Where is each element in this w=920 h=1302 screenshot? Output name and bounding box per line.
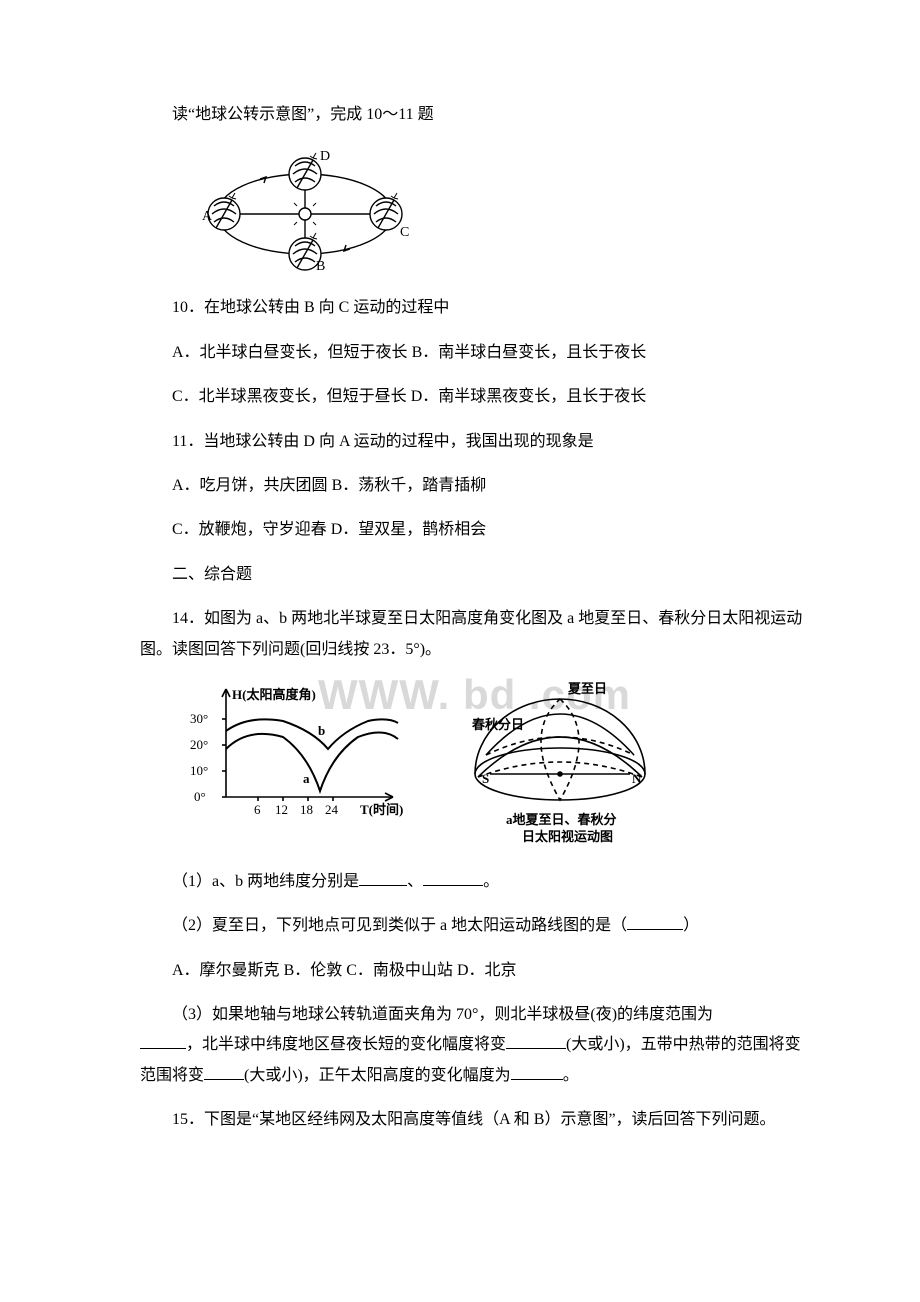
chart-ytick-2: 20° [190,737,208,752]
q14-sub3: （3）如果地轴与地球公转轨道面夹角为 70°，则北半球极昼(夜)的纬度范围为 ，… [140,1000,810,1091]
chart-ylabel: H(太阳高度角) [232,687,316,702]
chart-series-a: a [303,771,310,786]
chart-xtick-1: 12 [275,802,288,817]
blank[interactable] [359,869,407,886]
q14-sub1-end: 。 [483,873,499,890]
q10-stem: 10．在地球公转由 B 向 C 运动的过程中 [140,293,810,323]
sunpath-caption1: a地夏至日、春秋分 [506,812,617,827]
sunpath-label-xzr: 夏至日 [567,681,607,696]
chart-xtick-3: 24 [325,802,339,817]
chart-xlabel: T(时间) [360,802,403,817]
chart-ytick-1: 10° [190,763,208,778]
q15-stem: 15．下图是“某地区经纬网及太阳高度等值线（A 和 B）示意图”，读后回答下列问… [140,1105,810,1135]
q14-stem: 14．如图为 a、b 两地北半球夏至日太阳高度角变化图及 a 地夏至日、春秋分日… [140,604,810,665]
sunpath-caption2: 日太阳视运动图 [522,829,613,844]
sunpath-label-s: S [482,771,489,786]
sunpath-label-cqf: 春秋分日 [471,717,524,732]
chart-ytick-0: 0° [194,789,206,804]
q10-opt-b: B．南半球白昼变长，且长于夜长 [412,344,647,361]
q10-line-cd: C．北半球黑夜变长，但短于昼长 D．南半球黑夜变长，且长于夜长 [140,382,810,412]
blank[interactable] [204,1063,244,1080]
q14-sub2-end: ） [683,917,699,934]
blank[interactable] [423,869,483,886]
q11-opt-c: C．放鞭炮，守岁迎春 [172,521,327,538]
q14-sub3-b: ，北半球中纬度地区昼夜长短的变化幅度将变 [186,1036,506,1053]
q14-opt-b: B．伦敦 [284,962,343,979]
q14-sub3-c: (大或小)，五带中热带的范围将变 [566,1036,801,1053]
q10-opt-c: C．北半球黑夜变长，但短于昼长 [172,388,407,405]
orbit-label-c: C [400,225,409,240]
q14-opt-d: D．北京 [457,962,517,979]
q14-figures: WWW. bd .com [188,679,810,849]
blank[interactable] [506,1032,566,1049]
q14-sub2-pre: （2）夏至日，下列地点可见到类似于 a 地太阳运动路线图的是（ [172,917,627,934]
q14-sunpath: 夏至日 春秋分日 S N a地夏至日、春秋分 日太阳视运动图 [448,679,673,849]
q11-opt-d: D．望双星，鹊桥相会 [331,521,487,538]
chart-xtick-0: 6 [254,802,261,817]
q14-sub1-pre: （1）a、b 两地纬度分别是 [172,873,359,890]
q14-sub3-e: 。 [563,1067,579,1084]
q14-sub3-a: （3）如果地轴与地球公转轨道面夹角为 70°，则北半球极昼(夜)的纬度范围为 [172,1006,713,1023]
chart-ytick-3: 30° [190,711,208,726]
q11-opt-b: B．荡秋千，踏青插柳 [332,477,487,494]
orbit-label-b: B [316,259,325,274]
q14-sub3-c2: 范围将变 [140,1067,204,1084]
blank[interactable] [140,1032,186,1049]
q14-opt-c: C．南极中山站 [346,962,453,979]
orbit-label-d: D [320,149,330,164]
q14-sub1-mid: 、 [407,873,423,890]
orbit-label-a: A [202,209,213,224]
q11-line-cd: C．放鞭炮，守岁迎春 D．望双星，鹊桥相会 [140,515,810,545]
q11-line-ab: A．吃月饼，共庆团圆 B．荡秋千，踏青插柳 [140,471,810,501]
blank[interactable] [627,913,683,930]
chart-series-b: b [318,723,325,738]
sunpath-label-n: N [632,771,642,786]
q14-chart: H(太阳高度角) 0° 10° 20° 30° 6 12 18 24 T(时间)… [188,679,408,824]
orbit-figure: A B C D [200,144,810,279]
q10-opt-a: A．北半球白昼变长，但短于夜长 [172,344,408,361]
chart-xtick-2: 18 [300,802,313,817]
blank[interactable] [511,1063,563,1080]
q14-stem-text: 14．如图为 a、b 两地北半球夏至日太阳高度角变化图及 a 地夏至日、春秋分日… [140,610,802,657]
q11-opt-a: A．吃月饼，共庆团圆 [172,477,328,494]
q14-sub3-d: (大或小)，正午太阳高度的变化幅度为 [244,1067,511,1084]
q14-opt-a: A．摩尔曼斯克 [172,962,280,979]
q11-stem: 11．当地球公转由 D 向 A 运动的过程中，我国出现的现象是 [140,427,810,457]
q10-opt-d: D．南半球黑夜变长，且长于夜长 [411,388,647,405]
q14-sub2: （2）夏至日，下列地点可见到类似于 a 地太阳运动路线图的是（ ） [140,911,810,941]
intro-q10-11: 读“地球公转示意图”，完成 10～11 题 [140,100,810,130]
q14-sub1: （1）a、b 两地纬度分别是 、 。 [140,867,810,897]
section-2-heading: 二、综合题 [140,560,810,590]
q14-sub2-options: A．摩尔曼斯克 B．伦敦 C．南极中山站 D．北京 [140,956,810,986]
q10-line-ab: A．北半球白昼变长，但短于夜长 B．南半球白昼变长，且长于夜长 [140,338,810,368]
